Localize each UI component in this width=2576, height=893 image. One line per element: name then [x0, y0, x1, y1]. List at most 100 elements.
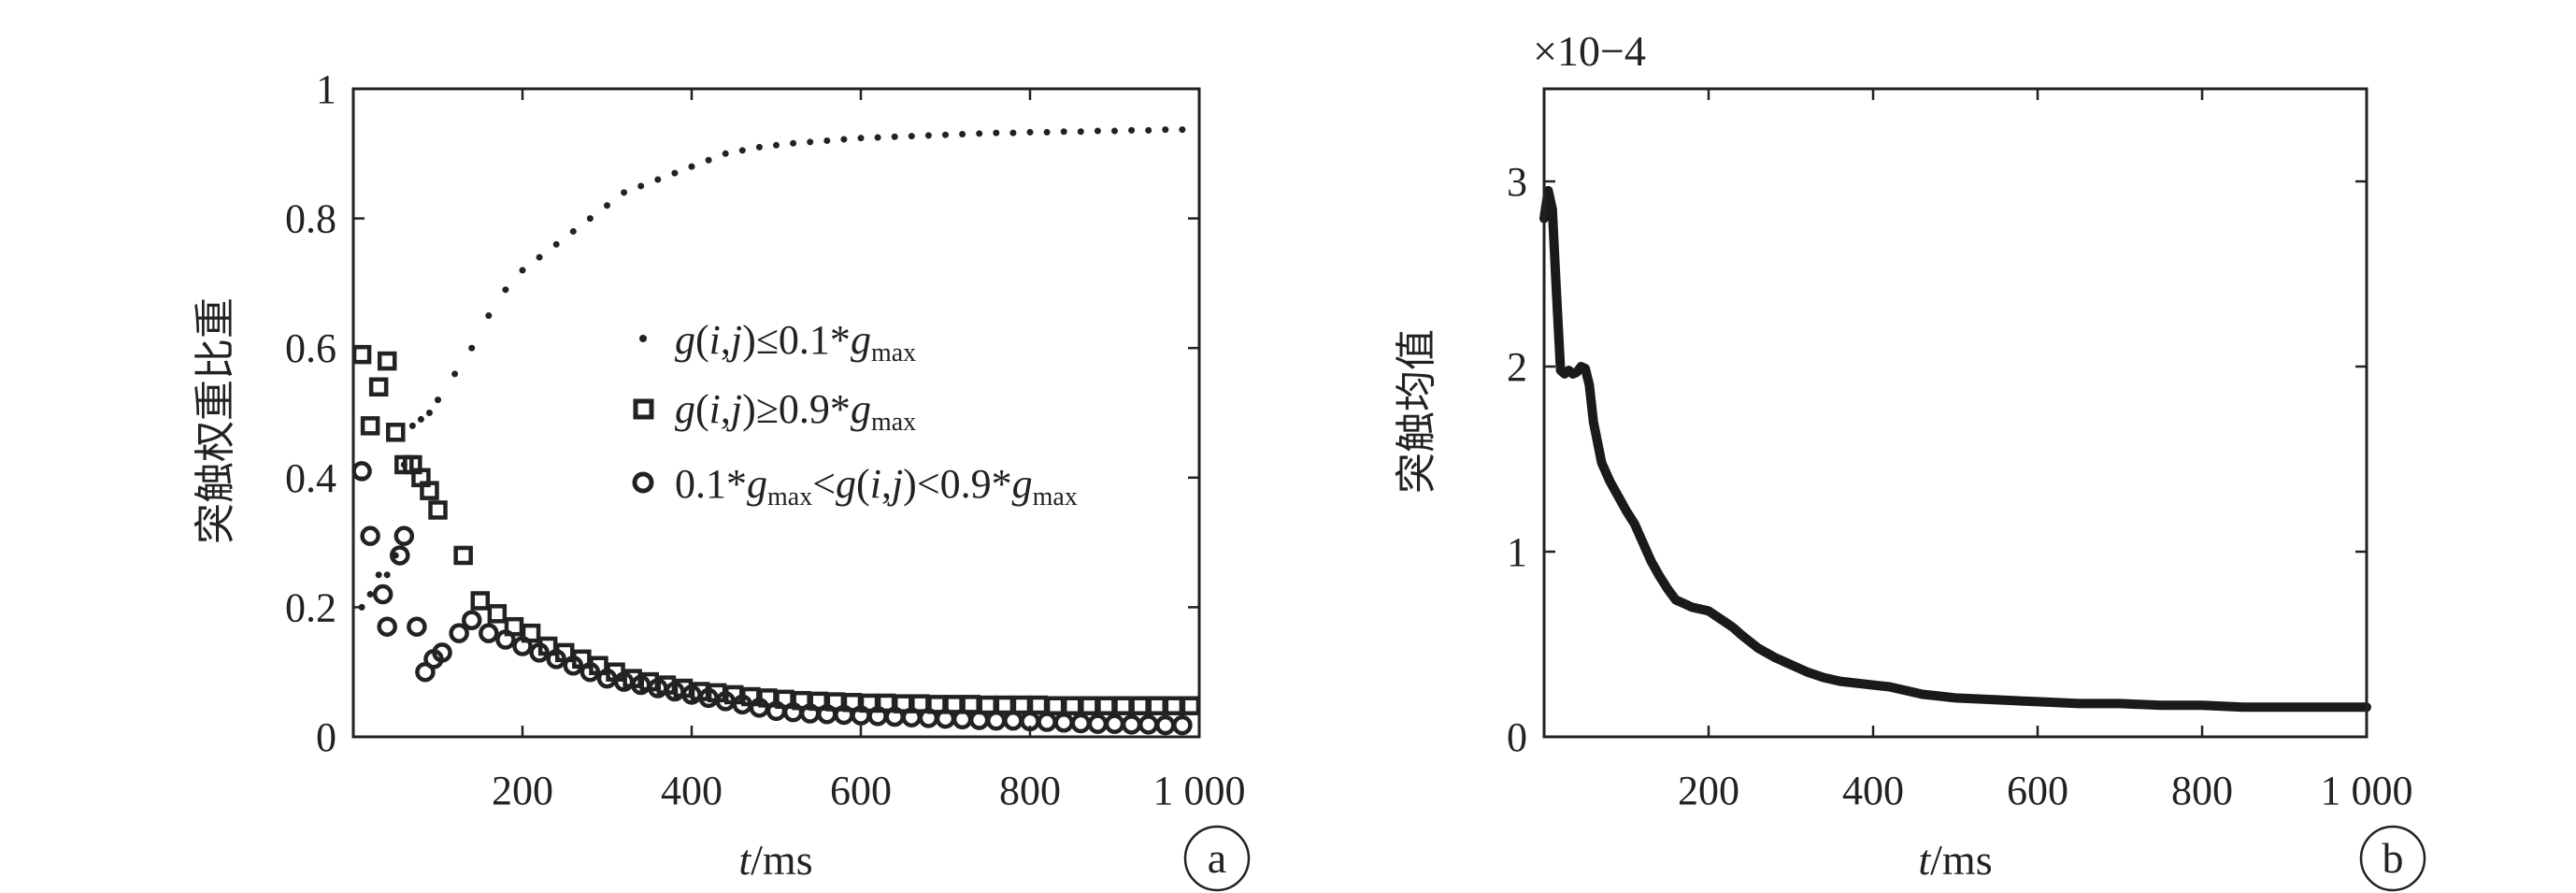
- data-point-dot: [569, 227, 577, 235]
- data-point-dot: [891, 133, 898, 140]
- data-point-dot: [840, 136, 848, 143]
- xtick-label: 800: [2171, 768, 2233, 814]
- chart-b-xlabel: t/ms: [1918, 836, 1992, 884]
- data-point-dot: [468, 344, 476, 352]
- data-point-dot: [417, 415, 424, 423]
- data-point-dot: [1162, 126, 1169, 134]
- data-point-square: [428, 500, 448, 520]
- data-point-circle: [372, 583, 394, 605]
- data-point-dot: [924, 132, 932, 139]
- data-point-dot: [1111, 127, 1118, 135]
- panel-b-label-circle: [2359, 825, 2426, 892]
- data-point-dot: [976, 130, 983, 137]
- chart-b-ylabel: 突触均值: [1393, 329, 1440, 494]
- data-point-circle: [563, 655, 584, 676]
- data-point-dot: [823, 137, 831, 144]
- series-line: [1539, 185, 2371, 713]
- data-point-dot: [1060, 128, 1067, 136]
- chart-a-frame: [351, 87, 1201, 739]
- xtick-label: 600: [830, 768, 892, 814]
- data-point-dot: [1077, 128, 1084, 136]
- data-point-circle: [1087, 713, 1109, 734]
- chart-b-marks: [1539, 185, 2371, 713]
- data-point-dot: [383, 571, 391, 579]
- data-point-square: [961, 695, 980, 714]
- data-point-dot: [435, 396, 441, 404]
- data-point-dot: [1128, 126, 1136, 134]
- data-point-dot: [738, 147, 746, 154]
- xtick-label: 400: [1842, 768, 1904, 814]
- data-point-dot: [790, 139, 797, 147]
- legend-dot-marker: [639, 335, 647, 342]
- data-point-square: [1080, 696, 1099, 715]
- data-point-dot: [942, 131, 949, 138]
- data-point-dot: [993, 129, 1000, 137]
- data-point-square: [995, 695, 1015, 715]
- ytick-label: 0.4: [285, 455, 336, 501]
- ytick-label: 1: [1507, 529, 1527, 575]
- data-point-dot: [519, 266, 526, 274]
- data-point-circle: [1070, 713, 1092, 734]
- chart-a: 突触权重比重 00.20.40.60.81 200 400 600 800 1 000 …: [192, 66, 1251, 892]
- legend-square-marker: [633, 398, 654, 420]
- chart-b-frame: [1542, 87, 2368, 739]
- data-point-dot: [688, 163, 695, 170]
- chart-a-xticks: 200 400 600 800 1 000: [492, 89, 1246, 814]
- data-point-square: [351, 344, 372, 365]
- data-point-circle: [432, 642, 452, 663]
- data-point-square: [368, 377, 389, 397]
- ytick-label: 0.6: [285, 325, 336, 371]
- data-point-dot: [807, 138, 814, 146]
- data-point-dot: [366, 591, 374, 598]
- data-point-dot: [671, 169, 679, 177]
- data-point-square: [521, 623, 541, 643]
- data-point-dot: [705, 156, 712, 164]
- data-point-circle: [986, 710, 1007, 731]
- data-point-square: [1028, 695, 1049, 715]
- data-point-dot: [586, 215, 594, 223]
- ytick-label: 1: [316, 66, 336, 112]
- panel-a-label-circle: [1183, 825, 1251, 892]
- data-point-circle: [407, 616, 427, 637]
- data-point-dot: [773, 141, 780, 149]
- data-point-circle: [377, 616, 397, 637]
- data-point-circle: [495, 629, 516, 650]
- data-point-dot: [358, 603, 365, 611]
- data-point-dot: [502, 286, 509, 294]
- data-point-square: [1164, 696, 1184, 715]
- chart-a-ylabel: 突触权重比重: [192, 297, 239, 544]
- data-point-dot: [425, 410, 433, 416]
- chart-b: ×10−4 突触均值 0 1 2 3 200 400 600 800 1 000 t/ms b: [1393, 27, 2426, 892]
- ytick-label: 0: [316, 714, 336, 760]
- data-point-dot: [637, 182, 645, 190]
- data-point-circle: [449, 623, 469, 643]
- data-point-circle: [479, 623, 499, 643]
- data-point-square: [420, 481, 439, 500]
- data-point-square: [377, 351, 397, 371]
- chart-b-scale-label: ×10−4: [1533, 27, 1646, 75]
- legend-label-mid: 0.1*gmax<g(i,j)<0.9*gmax: [675, 461, 1078, 511]
- data-point-circle: [394, 526, 415, 546]
- data-point-circle: [1121, 714, 1142, 735]
- data-point-dot: [621, 189, 628, 196]
- data-point-dot: [1009, 129, 1017, 137]
- data-point-dot: [552, 240, 560, 248]
- data-point-dot: [485, 312, 493, 320]
- data-point-circle: [512, 636, 533, 656]
- chart-a-marks: [351, 126, 1201, 736]
- data-point-dot: [959, 131, 966, 138]
- ytick-label: 3: [1507, 159, 1527, 205]
- ytick-label: 0.2: [285, 584, 336, 630]
- data-point-circle: [1172, 714, 1193, 736]
- xtick-label: 200: [492, 768, 553, 814]
- data-point-square: [1181, 696, 1201, 715]
- data-point-circle: [580, 661, 601, 683]
- data-point-dot: [1179, 126, 1186, 134]
- data-point-dot: [1145, 126, 1152, 134]
- data-point-circle: [390, 545, 410, 566]
- data-point-dot: [375, 571, 382, 579]
- data-point-square: [1045, 696, 1066, 715]
- xtick-label: 200: [1678, 768, 1739, 814]
- ytick-label: 0: [1507, 714, 1527, 760]
- data-point-circle: [461, 610, 482, 631]
